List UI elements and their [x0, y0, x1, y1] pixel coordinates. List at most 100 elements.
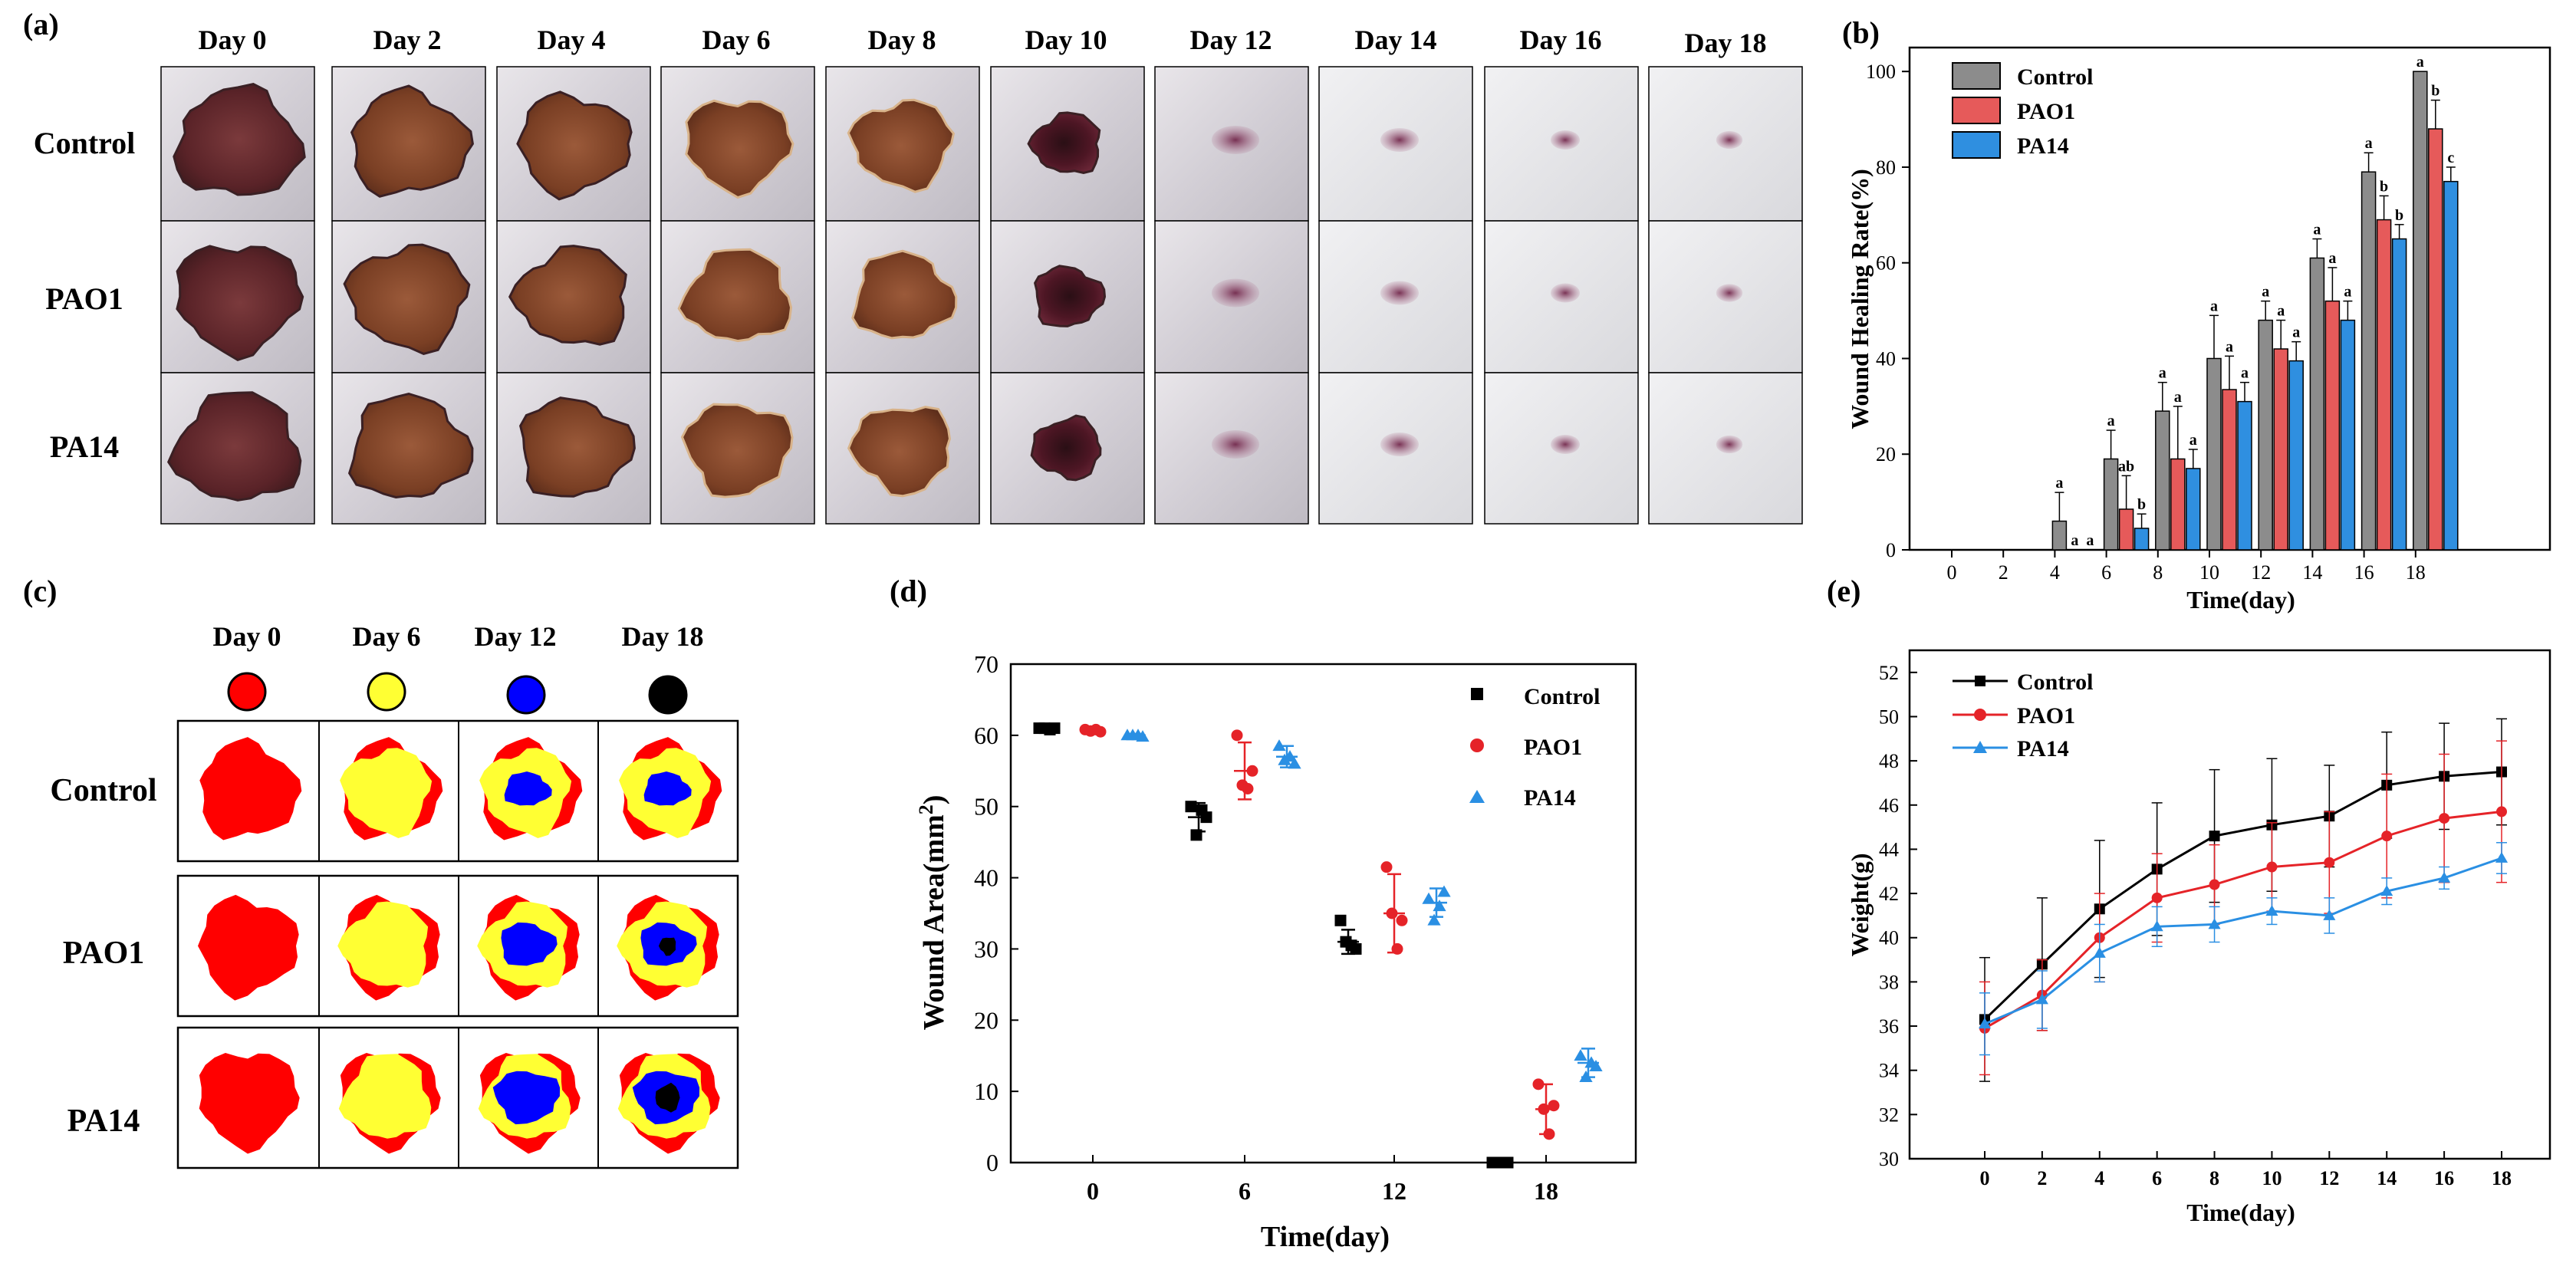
x-axis-title: Time(day)	[2186, 1199, 2295, 1226]
panel-a-day-label: Day 14	[1355, 25, 1437, 55]
wound-photo	[1648, 66, 1803, 222]
point-pa14	[2093, 946, 2106, 958]
y-tick-label: 100	[1866, 61, 1896, 83]
plot-frame	[1908, 649, 2551, 1160]
wound-area	[176, 245, 304, 362]
x-tick-label: 2	[2037, 1167, 2047, 1189]
point-control	[2209, 831, 2220, 842]
wound-map	[198, 894, 299, 1001]
wound-map	[479, 737, 583, 840]
wound-photo	[496, 66, 651, 222]
series-lines	[1978, 718, 2509, 1082]
healing-scar	[1716, 435, 1743, 454]
wound-photo	[825, 66, 980, 222]
legend-marker-control	[1975, 676, 1985, 686]
y-tick-label: 10	[974, 1077, 998, 1105]
significance-letter: a	[2189, 432, 2197, 449]
day18-area	[658, 937, 676, 956]
point-pa14	[1574, 1049, 1587, 1061]
y-tick-label: 0	[986, 1149, 998, 1176]
point-pao1	[2151, 892, 2163, 903]
panel-a-wound-photos: Day 0 Day 2 Day 4 Day 6 Day 8 Day 10 Day…	[34, 25, 1803, 525]
wound-map	[617, 1053, 720, 1154]
scatter-points	[1033, 722, 1603, 1169]
panel-a-day-label: Day 2	[373, 25, 442, 55]
wound-photo	[496, 372, 651, 525]
bar-pao1	[2428, 128, 2443, 551]
bar-control	[2103, 458, 2119, 551]
y-tick-label: 38	[1879, 971, 1899, 993]
series-line	[1983, 771, 2502, 1021]
bar-pa14	[2134, 528, 2150, 551]
point-pa14	[2380, 885, 2393, 896]
bar-pa14	[2391, 238, 2407, 551]
panel-c-row-label: Control	[50, 773, 156, 808]
wound-photo	[990, 372, 1145, 525]
significance-letter: a	[2086, 532, 2094, 549]
day12-area	[504, 771, 552, 806]
y-tick-label: 60	[1876, 252, 1896, 275]
panel-label-a: (a)	[23, 7, 59, 41]
point-pa14	[1422, 892, 1436, 904]
y-tick-label: 20	[974, 1006, 998, 1034]
bar-control	[2051, 520, 2068, 551]
panel-c-row-label: PAO1	[63, 936, 145, 971]
legend: Control PAO1 PA14	[1953, 669, 2093, 761]
significance-letter: a	[2226, 338, 2233, 355]
point-pa14	[1278, 753, 1291, 765]
panel-c-day-label: Day 12	[475, 621, 557, 652]
wound-photo	[160, 372, 315, 525]
x-tick-label: 6	[1239, 1177, 1251, 1205]
legend-label: Control	[2017, 669, 2093, 695]
day0-area	[198, 894, 299, 1001]
point-pa14	[2323, 909, 2336, 920]
legend-label: PAO1	[1524, 735, 1582, 760]
significance-letter: b	[2431, 83, 2439, 100]
x-tick-label: 14	[2377, 1167, 2397, 1189]
wound-area	[347, 392, 474, 499]
wound-photo	[1154, 220, 1309, 373]
x-tick-label: 18	[2492, 1167, 2512, 1189]
point-pa14	[1272, 739, 1286, 752]
wound-area	[173, 83, 306, 196]
point-pa14	[2495, 851, 2509, 863]
panel-label-e: (e)	[1827, 574, 1860, 608]
x-tick-label: 8	[2153, 561, 2163, 584]
panel-a-row-label: Control	[34, 126, 136, 160]
panel-a-day-label: Day 0	[199, 25, 267, 55]
wound-area	[677, 248, 793, 343]
x-tick-label: 18	[1534, 1177, 1558, 1205]
panel-a-day-label: Day 12	[1190, 25, 1272, 55]
point-pa14	[1437, 885, 1451, 897]
wound-photo	[660, 372, 815, 525]
significance-letter: b	[2380, 178, 2388, 195]
wound-area	[166, 391, 302, 502]
significance-letter: a	[2210, 298, 2218, 314]
wound-map	[337, 894, 440, 1001]
bar-control	[2413, 71, 2428, 551]
legend-swatch-control	[1952, 62, 2001, 90]
y-tick-label: 34	[1879, 1060, 1899, 1082]
wound-photo	[160, 220, 315, 373]
y-tick-label: 40	[1879, 927, 1899, 949]
significance-letter: ab	[2118, 458, 2134, 475]
x-tick-label: 4	[2094, 1167, 2104, 1189]
bar-pao1	[2118, 508, 2134, 551]
axes: 0 10 20 30 40 50 60 70 0 6 12 18	[974, 650, 1558, 1205]
x-tick-label: 4	[2050, 561, 2060, 584]
wound-photo	[660, 220, 815, 373]
day0-color-key	[227, 672, 267, 712]
significance-letter: a	[2071, 532, 2078, 549]
legend-label: Control	[1524, 684, 1600, 709]
wound-map	[617, 894, 719, 1001]
point-pao1	[2381, 831, 2393, 842]
panel-a-day-label: Day 6	[702, 25, 771, 55]
x-tick-label: 12	[2319, 1167, 2339, 1189]
legend-label: PA14	[2017, 736, 2069, 761]
bar-control	[2206, 357, 2222, 551]
x-tick-label: 6	[2152, 1167, 2162, 1189]
wound-photo	[496, 220, 651, 373]
